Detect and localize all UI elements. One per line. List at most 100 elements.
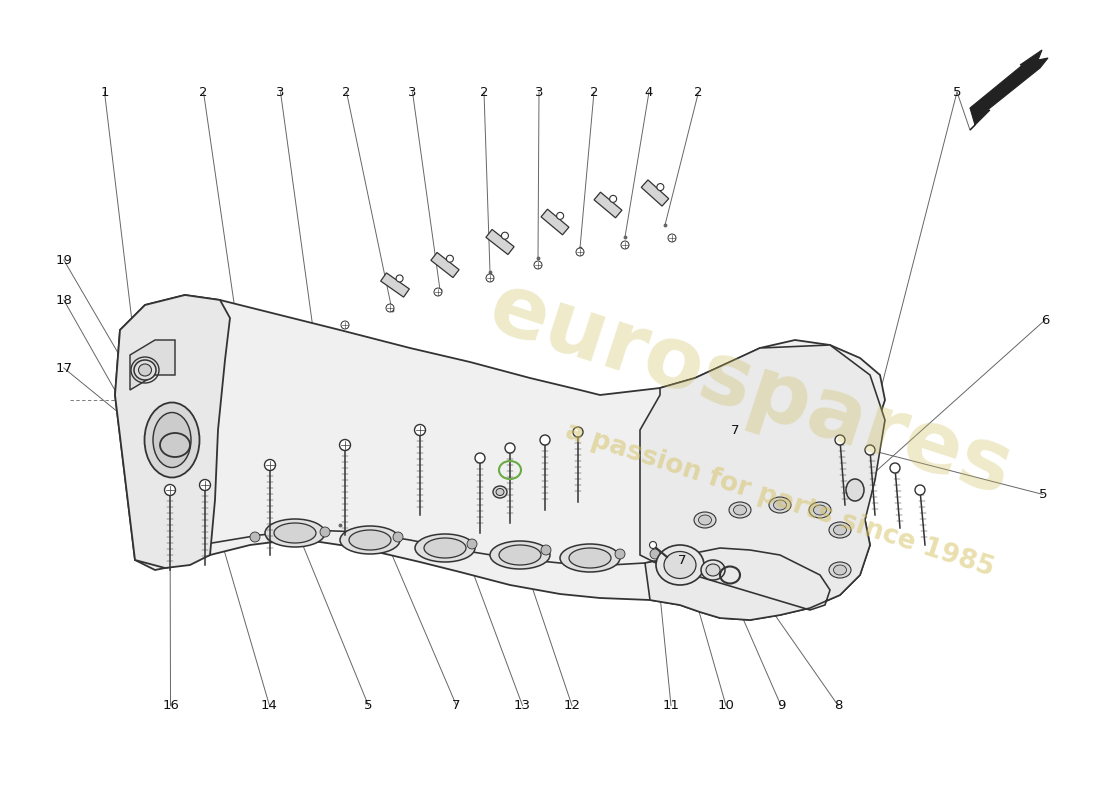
Polygon shape: [116, 295, 886, 620]
Text: 12: 12: [563, 699, 581, 712]
Circle shape: [264, 459, 275, 470]
Text: 5: 5: [953, 86, 961, 98]
Ellipse shape: [340, 526, 400, 554]
Circle shape: [340, 439, 351, 450]
Text: 16: 16: [162, 699, 179, 712]
Ellipse shape: [814, 505, 826, 515]
Circle shape: [649, 542, 657, 549]
Circle shape: [396, 275, 403, 282]
Text: 5: 5: [1038, 488, 1047, 501]
Circle shape: [557, 212, 563, 219]
Circle shape: [657, 183, 664, 190]
Ellipse shape: [834, 565, 847, 575]
Ellipse shape: [734, 505, 747, 515]
Ellipse shape: [499, 545, 541, 565]
Text: 2: 2: [342, 86, 351, 98]
Circle shape: [650, 549, 660, 559]
Polygon shape: [130, 340, 175, 390]
Circle shape: [505, 443, 515, 453]
Text: 7: 7: [452, 699, 461, 712]
Circle shape: [434, 288, 442, 296]
Text: a passion for parts since 1985: a passion for parts since 1985: [562, 418, 998, 582]
Ellipse shape: [274, 523, 316, 543]
Circle shape: [415, 425, 426, 435]
Text: 18: 18: [55, 294, 73, 306]
Ellipse shape: [496, 489, 504, 495]
Polygon shape: [541, 209, 569, 235]
Circle shape: [341, 321, 349, 329]
Circle shape: [541, 545, 551, 555]
Circle shape: [250, 532, 260, 542]
Ellipse shape: [846, 479, 864, 501]
Circle shape: [447, 255, 453, 262]
Text: 4: 4: [645, 86, 653, 98]
Ellipse shape: [424, 538, 466, 558]
Text: 3: 3: [535, 86, 543, 98]
Ellipse shape: [829, 522, 851, 538]
Text: 8: 8: [834, 699, 843, 712]
Text: 9: 9: [777, 699, 785, 712]
Ellipse shape: [698, 515, 712, 525]
Text: 2: 2: [480, 86, 488, 98]
Circle shape: [165, 485, 176, 495]
Polygon shape: [970, 50, 1048, 130]
Circle shape: [621, 241, 629, 249]
Circle shape: [670, 547, 680, 557]
Circle shape: [915, 485, 925, 495]
Ellipse shape: [701, 560, 725, 580]
Ellipse shape: [265, 519, 324, 547]
Polygon shape: [116, 295, 230, 568]
Circle shape: [615, 549, 625, 559]
Circle shape: [393, 532, 403, 542]
Ellipse shape: [134, 360, 156, 380]
Ellipse shape: [656, 545, 704, 585]
Circle shape: [865, 445, 874, 455]
Text: 2: 2: [199, 86, 208, 98]
Ellipse shape: [769, 497, 791, 513]
Polygon shape: [640, 345, 886, 620]
Ellipse shape: [153, 413, 191, 467]
Circle shape: [668, 234, 676, 242]
Text: 5: 5: [364, 699, 373, 712]
Ellipse shape: [139, 364, 152, 376]
Ellipse shape: [560, 544, 620, 572]
Polygon shape: [594, 192, 621, 218]
Ellipse shape: [415, 534, 475, 562]
Circle shape: [502, 232, 508, 239]
Text: 3: 3: [408, 86, 417, 98]
Circle shape: [199, 479, 210, 490]
Text: 2: 2: [694, 86, 703, 98]
Polygon shape: [486, 230, 514, 254]
Ellipse shape: [729, 502, 751, 518]
Circle shape: [486, 274, 494, 282]
Ellipse shape: [490, 541, 550, 569]
Text: eurospares: eurospares: [478, 266, 1022, 514]
Text: 10: 10: [717, 699, 735, 712]
Text: 6: 6: [1041, 314, 1049, 326]
Ellipse shape: [829, 562, 851, 578]
Text: 7: 7: [730, 424, 739, 437]
Polygon shape: [641, 180, 669, 206]
Polygon shape: [431, 253, 459, 278]
Ellipse shape: [834, 525, 847, 535]
Text: 14: 14: [261, 699, 278, 712]
Ellipse shape: [144, 402, 199, 478]
Circle shape: [576, 248, 584, 256]
Circle shape: [468, 539, 477, 549]
Circle shape: [540, 435, 550, 445]
Text: 3: 3: [276, 86, 285, 98]
Ellipse shape: [694, 512, 716, 528]
Ellipse shape: [808, 502, 830, 518]
Text: 2: 2: [590, 86, 598, 98]
Ellipse shape: [349, 530, 390, 550]
Circle shape: [475, 453, 485, 463]
Circle shape: [890, 463, 900, 473]
Circle shape: [835, 435, 845, 445]
Circle shape: [386, 304, 394, 312]
Ellipse shape: [773, 500, 786, 510]
Ellipse shape: [664, 551, 696, 578]
Ellipse shape: [569, 548, 611, 568]
Polygon shape: [381, 273, 409, 297]
Circle shape: [534, 261, 542, 269]
Circle shape: [320, 527, 330, 537]
